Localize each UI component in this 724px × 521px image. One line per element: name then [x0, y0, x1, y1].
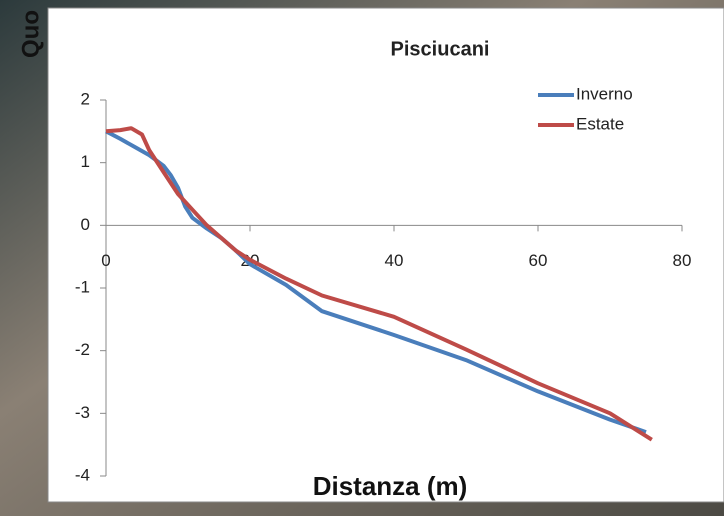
- x-tick-label: 80: [673, 251, 692, 270]
- y-tick-label: 2: [81, 89, 90, 108]
- y-tick-label: -2: [75, 340, 90, 359]
- legend-label: Inverno: [576, 84, 633, 103]
- y-tick-label: 1: [81, 152, 90, 171]
- y-tick-label: 0: [81, 215, 90, 234]
- x-axis-label: Distanza (m): [313, 471, 468, 501]
- x-tick-label: 0: [101, 251, 110, 270]
- series-line: [105, 126, 653, 442]
- x-tick-label: 60: [529, 251, 548, 270]
- legend-label: Estate: [576, 114, 624, 133]
- y-tick-label: -3: [75, 403, 90, 422]
- chart-title: Pisciucani: [391, 38, 490, 60]
- x-tick-label: 40: [385, 251, 404, 270]
- y-tick-label: -4: [75, 465, 90, 484]
- y-tick-label: -1: [75, 277, 90, 296]
- y-axis-label: Quo: [17, 10, 44, 58]
